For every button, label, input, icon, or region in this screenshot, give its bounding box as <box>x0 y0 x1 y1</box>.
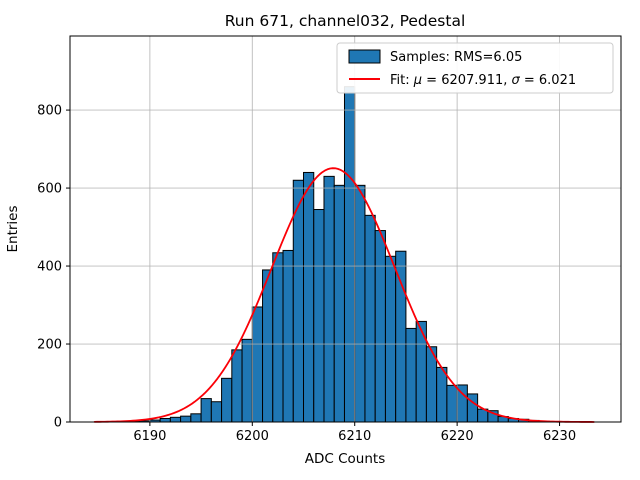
legend-fit-mu-value: = 6207.911, <box>422 73 511 88</box>
x-axis-label: ADC Counts <box>305 451 385 467</box>
histogram-bar <box>282 249 294 423</box>
y-axis-label: Entries <box>5 205 21 252</box>
histogram-bar <box>303 171 315 423</box>
axis-ticks <box>66 109 561 426</box>
histogram-bar <box>169 416 182 423</box>
fit-curve <box>93 167 595 423</box>
legend-samples-label: Samples: RMS=6.05 <box>390 50 522 65</box>
histogram-bar <box>210 401 223 423</box>
y-tick-label: 200 <box>37 338 62 353</box>
histogram-bar <box>241 338 253 423</box>
histogram-bar <box>262 269 274 423</box>
gaussian-fit-line <box>93 167 595 423</box>
chart-title: Run 671, channel032, Pedestal <box>225 12 466 30</box>
legend-fit-mu-symbol: μ <box>413 73 422 88</box>
legend-fit-label: Fit: μ = 6207.911, σ = 6.021 <box>390 73 576 88</box>
legend-fit-sigma-symbol: σ <box>512 73 521 88</box>
y-tick-label: 400 <box>37 260 62 275</box>
histogram-bar <box>231 349 243 423</box>
histogram-bar <box>190 413 202 423</box>
histogram-bar <box>159 417 171 423</box>
legend-fit-sigma-value: = 6.021 <box>520 73 576 88</box>
y-tick-label: 800 <box>37 104 62 119</box>
histogram-bar <box>395 250 407 423</box>
x-tick-label: 6190 <box>133 429 166 444</box>
y-tick-label: 600 <box>37 182 62 197</box>
histogram-bar <box>466 393 479 423</box>
histogram-bar <box>384 255 397 423</box>
plot-border <box>69 35 622 423</box>
histogram-bar <box>446 384 458 423</box>
y-tick-label: 0 <box>54 416 62 431</box>
x-tick-label: 6230 <box>543 429 576 444</box>
tick-labels: 6190 6200 6210 6220 6230 0 200 400 600 800 <box>37 104 576 444</box>
histogram-bar <box>200 398 212 423</box>
x-tick-label: 6220 <box>441 429 474 444</box>
histogram-bar <box>313 209 325 423</box>
legend: Samples: RMS=6.05 Fit: μ = 6207.911, σ =… <box>336 42 614 94</box>
histogram-bar <box>221 377 233 423</box>
x-tick-label: 6210 <box>338 429 371 444</box>
histogram-bar <box>180 415 192 423</box>
histogram-bar <box>436 366 448 423</box>
histogram-bar <box>354 184 366 423</box>
grid-lines <box>70 36 621 422</box>
histogram-bar <box>333 184 345 423</box>
legend-samples-swatch <box>348 49 381 64</box>
histogram-bar <box>323 175 335 423</box>
histogram-bar <box>343 86 356 423</box>
histogram-bar <box>272 252 284 423</box>
histogram-bar <box>364 214 376 423</box>
histogram-bar <box>251 306 264 423</box>
x-tick-label: 6200 <box>236 429 269 444</box>
histogram-bar <box>292 179 305 423</box>
legend-box <box>336 42 614 94</box>
legend-fit-prefix: Fit: <box>390 73 414 88</box>
histogram-bar <box>405 327 417 423</box>
histogram-bar <box>374 230 386 423</box>
